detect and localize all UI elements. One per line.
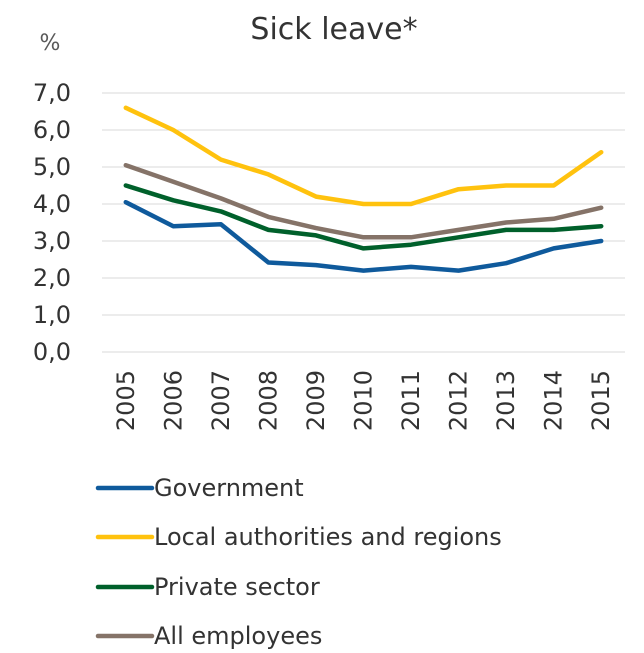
x-tick-label: 2008 xyxy=(254,370,282,431)
x-tick-label: 2015 xyxy=(587,370,615,431)
x-tick-label: 2014 xyxy=(540,370,568,431)
legend: Government Local authorities and regions P… xyxy=(95,474,502,650)
legend-item: Private sector xyxy=(95,573,320,601)
x-axis-ticks: 2005 2006 2007 2008 2009 2010 2011 2012 2013 2014… xyxy=(112,370,615,431)
y-tick-label: 4,0 xyxy=(33,190,71,218)
y-tick-label: 0,0 xyxy=(33,338,71,366)
legend-label: Private sector xyxy=(154,573,320,601)
y-unit-label: % xyxy=(40,31,61,56)
series-line-all-employees xyxy=(123,162,604,240)
legend-item: Local authorities and regions xyxy=(95,523,502,551)
chart-title: Sick leave* xyxy=(250,12,417,47)
y-tick-label: 6,0 xyxy=(33,116,71,144)
y-tick-label: 3,0 xyxy=(33,227,71,255)
series-lines xyxy=(123,105,604,273)
legend-item: Government xyxy=(95,474,304,502)
x-tick-label: 2007 xyxy=(207,370,235,431)
y-tick-label: 5,0 xyxy=(33,153,71,181)
legend-label: Local authorities and regions xyxy=(154,523,502,551)
legend-label: All employees xyxy=(154,622,322,650)
x-tick-label: 2012 xyxy=(445,370,473,431)
series-line-government xyxy=(123,199,604,273)
y-tick-label: 2,0 xyxy=(33,264,71,292)
y-tick-label: 1,0 xyxy=(33,301,71,329)
x-tick-label: 2009 xyxy=(302,370,330,431)
x-tick-label: 2010 xyxy=(350,370,378,431)
x-tick-label: 2013 xyxy=(492,370,520,431)
y-tick-label: 7,0 xyxy=(33,79,71,107)
x-tick-label: 2005 xyxy=(112,370,140,431)
series-line-local-authorities-and-regions xyxy=(123,105,604,207)
series-line-private-sector xyxy=(123,183,604,251)
x-tick-label: 2011 xyxy=(397,370,425,431)
legend-item: All employees xyxy=(95,622,322,650)
legend-label: Government xyxy=(154,474,304,502)
x-tick-label: 2006 xyxy=(159,370,187,431)
y-axis-ticks: 0,0 1,0 2,0 3,0 4,0 5,0 6,0 7,0 xyxy=(33,79,71,366)
